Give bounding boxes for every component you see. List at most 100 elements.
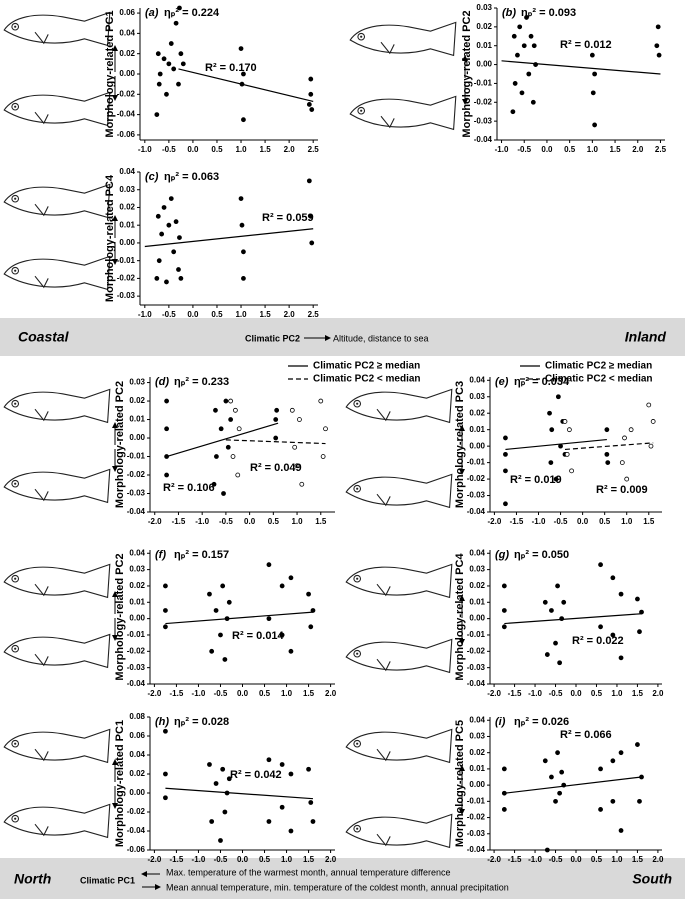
point: [526, 71, 532, 77]
x-tick-label: 0.5: [268, 517, 280, 526]
x-tick-label: -2.0: [148, 855, 162, 864]
point: [306, 766, 311, 772]
x-tick-label: -0.5: [162, 145, 176, 154]
point: [225, 444, 231, 450]
fit-line: [504, 613, 642, 625]
point: [273, 435, 279, 441]
y-tick-label: 0.00: [129, 614, 145, 623]
legend-label: Climatic PC2 ≥ median: [313, 361, 420, 372]
point: [598, 807, 603, 812]
x-tick-label: 0.5: [564, 145, 576, 154]
panel-label: (g): [495, 549, 509, 561]
y-tick-label: -0.04: [467, 507, 486, 516]
point: [561, 599, 567, 605]
point: [288, 575, 294, 581]
point: [308, 76, 314, 82]
y-tick-label: 0.06: [119, 8, 135, 17]
x-tick-label: 2.0: [325, 689, 337, 698]
point: [557, 660, 563, 666]
point: [549, 774, 554, 780]
point: [618, 828, 624, 833]
x-tick-label: -2.0: [148, 689, 162, 698]
fish: [349, 21, 457, 56]
fit-line: [166, 422, 279, 458]
point: [524, 15, 529, 20]
x-tick-label: -1.5: [510, 517, 524, 526]
y-tick-label: -0.01: [127, 630, 146, 639]
point: [521, 43, 527, 49]
point: [555, 394, 561, 400]
point: [610, 575, 616, 581]
x-tick-label: 1.5: [260, 310, 272, 319]
point: [213, 608, 219, 613]
y-tick-label: -0.04: [127, 507, 146, 516]
point: [223, 398, 229, 404]
y-tick-label: 0.03: [129, 378, 145, 387]
panel-label: (f): [155, 549, 166, 561]
fit-line: [144, 228, 314, 248]
x-tick-label: 1.5: [643, 517, 655, 526]
y-tick-label: 0.00: [119, 238, 135, 247]
point: [156, 258, 162, 264]
panel-label: (b): [502, 7, 516, 19]
r2-label: R² = 0.012: [560, 39, 612, 51]
y-tick-label: -0.02: [117, 274, 136, 283]
x-tick-label: -1.0: [528, 689, 542, 698]
y-tick-label: 0.01: [469, 425, 485, 434]
point: [238, 46, 244, 52]
y-tick-label: 0.06: [129, 731, 145, 740]
x-tick-label: 0.5: [211, 145, 223, 154]
point: [218, 426, 224, 432]
y-tick-label: 0.02: [129, 581, 145, 590]
y-tick-label: 0.02: [476, 22, 492, 31]
banner-note: Altitude, distance to sea: [333, 333, 429, 343]
point: [501, 766, 507, 772]
point: [163, 795, 168, 801]
y-axis-label: Morphology-related PC3: [454, 381, 466, 508]
point: [228, 398, 234, 404]
point: [279, 583, 285, 589]
point: [637, 798, 642, 804]
fish: [3, 91, 111, 126]
point: [557, 790, 563, 796]
y-tick-label: 0.04: [129, 750, 145, 759]
point: [610, 632, 616, 638]
point: [218, 838, 223, 843]
banner-left: North: [14, 871, 51, 887]
y-tick-label: 0.01: [469, 764, 485, 773]
point: [288, 828, 294, 834]
x-tick-label: 0.0: [570, 855, 582, 864]
x-tick-label: 1.0: [281, 855, 293, 864]
y-tick-label: -0.03: [117, 291, 136, 300]
point: [228, 417, 234, 422]
y-tick-label: -0.04: [117, 110, 136, 119]
point: [515, 52, 520, 58]
y-tick-label: 0.03: [469, 392, 485, 401]
point: [549, 427, 555, 433]
x-tick-label: -1.5: [172, 517, 186, 526]
x-tick-label: 1.5: [303, 689, 315, 698]
x-tick-label: 1.0: [611, 689, 623, 698]
y-axis-label: Morphology-related PC5: [454, 720, 466, 847]
banner-note: Mean annual temperature, min. temperatur…: [166, 882, 509, 892]
point: [501, 583, 507, 589]
x-tick-label: 1.0: [235, 310, 247, 319]
point: [161, 56, 167, 62]
y-tick-label: 0.00: [469, 614, 485, 623]
x-tick-label: 0.5: [599, 517, 611, 526]
y-tick-label: 0.04: [119, 28, 135, 37]
y-axis-label: Morphology-related PC4: [104, 174, 116, 302]
y-tick-label: -0.02: [467, 646, 486, 655]
point: [553, 640, 558, 646]
point: [211, 481, 217, 487]
eta-label: ηₚ² = 0.028: [174, 716, 229, 728]
legend-label: Climatic PC2 < median: [545, 374, 653, 385]
y-tick-label: -0.02: [117, 89, 136, 98]
x-tick-label: 1.5: [303, 855, 315, 864]
point: [159, 231, 165, 237]
point: [266, 616, 272, 622]
panel-label: (d): [155, 376, 169, 388]
y-tick-label: -0.04: [127, 679, 146, 688]
y-tick-label: 0.02: [129, 396, 145, 405]
x-tick-label: 1.5: [632, 689, 644, 698]
